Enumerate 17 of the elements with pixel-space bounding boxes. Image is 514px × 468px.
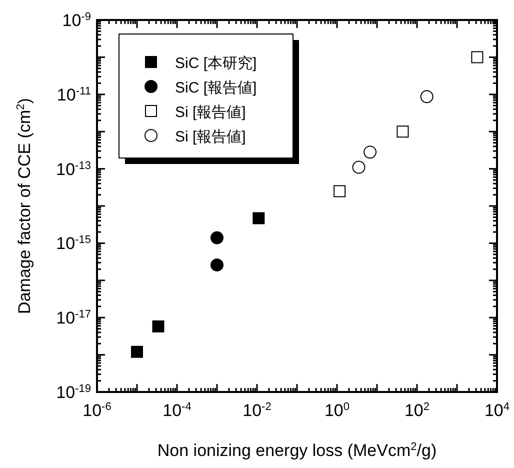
x-tick-label: 10$^{0}$ bbox=[324, 401, 350, 420]
legend-label: SiC [報告値] bbox=[175, 80, 257, 96]
y-tick-label: 10$^{-17}$ bbox=[56, 308, 91, 328]
legend-label: Si [報告値] bbox=[175, 104, 246, 121]
y-tick-label: 10$^{-15}$ bbox=[56, 234, 91, 254]
y-tick-label: 10$^{-19}$ bbox=[56, 383, 91, 402]
x-tick-label: 10$^{4}$ bbox=[484, 401, 510, 420]
y-tick-label: 10$^{-11}$ bbox=[56, 85, 91, 104]
x-tick-label: 10$^{-2}$ bbox=[242, 401, 272, 420]
x-axis-title: Non ionizing energy loss (MeVcm$^{2}$/g) bbox=[157, 441, 437, 460]
y-tick-label: 10$^{-13}$ bbox=[56, 160, 91, 179]
x-tick-label: 10$^{2}$ bbox=[404, 401, 430, 420]
legend-label: SiC [本研究] bbox=[175, 55, 257, 72]
legend-label: Si [報告値] bbox=[175, 128, 246, 146]
x-tick-label: 10$^{-4}$ bbox=[162, 401, 192, 420]
x-tick-label: 10$^{-6}$ bbox=[82, 401, 112, 420]
y-tick-label: 10$^{-9}$ bbox=[62, 11, 91, 30]
